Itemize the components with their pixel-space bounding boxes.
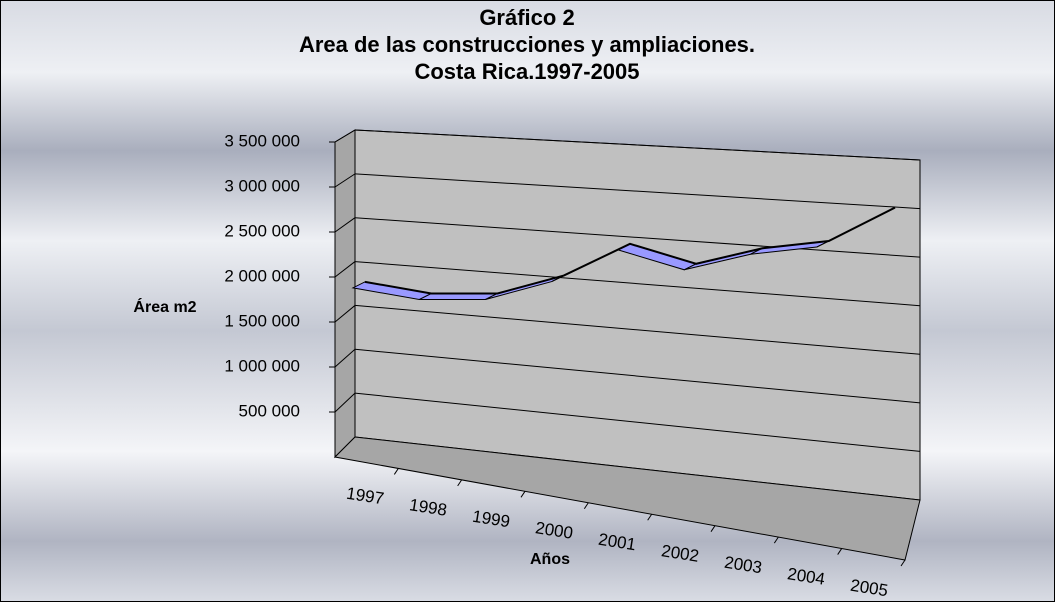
y-tick-label: 2 000 000 (224, 266, 300, 285)
grid-line (334, 261, 356, 278)
x-tick-mark (520, 491, 526, 498)
y-tick-label: 1 500 000 (224, 311, 300, 330)
grid-line (334, 129, 356, 143)
y-tick-label: 2 500 000 (224, 221, 300, 240)
back-wall (354, 129, 921, 501)
grid-line (334, 348, 356, 368)
chart-subtitle: Area de las construcciones y ampliacione… (299, 32, 755, 57)
data-line (364, 206, 896, 295)
x-tick-mark (900, 559, 906, 567)
y-tick-label: 3 000 000 (224, 176, 300, 195)
side-wall (334, 129, 356, 459)
chart-title: Gráfico 2 (479, 5, 574, 30)
grid-line (354, 392, 921, 452)
grid-line (354, 261, 921, 307)
x-tick-mark (647, 513, 653, 521)
grid-line (354, 304, 921, 355)
grid-line (354, 217, 921, 258)
y-axis-label: Área m2 (133, 297, 196, 316)
grid-line (334, 173, 356, 188)
y-tick-label: 500 000 (239, 401, 300, 420)
grid-line (354, 129, 921, 161)
x-axis-label: Años (530, 551, 570, 568)
chart-subtitle: Costa Rica.1997-2005 (414, 59, 639, 84)
x-tick-mark (457, 479, 463, 487)
y-tick-label: 1 000 000 (224, 356, 300, 375)
grid-line (334, 305, 356, 323)
grid-line (354, 348, 921, 404)
x-tick-mark (710, 525, 716, 532)
x-tick-mark (393, 468, 399, 475)
x-tick-mark (773, 536, 779, 544)
grid-line (354, 173, 921, 210)
x-tick-mark (583, 502, 589, 510)
grid-line (334, 392, 356, 413)
grid-line (334, 217, 356, 233)
x-tick-mark (837, 548, 843, 555)
y-tick-label: 3 500 000 (224, 131, 300, 150)
